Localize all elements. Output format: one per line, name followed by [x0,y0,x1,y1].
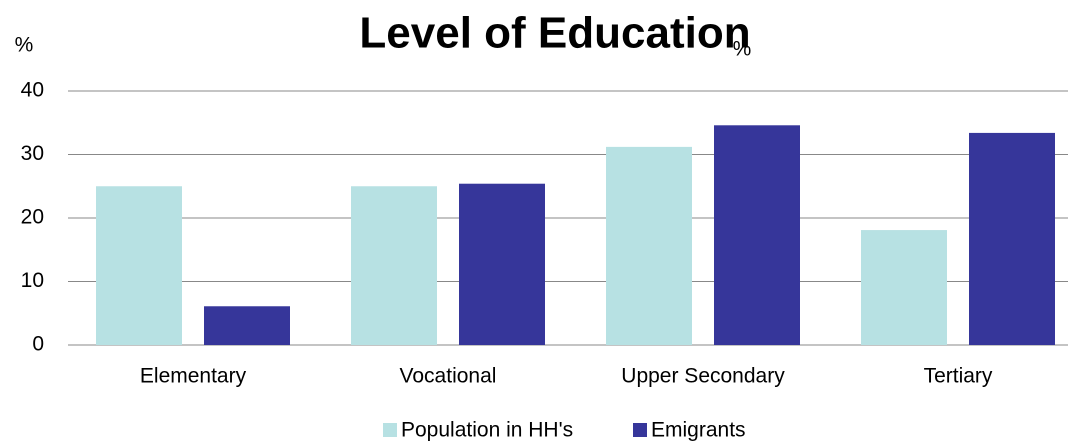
x-tick-label: Tertiary [924,365,993,388]
bar [969,132,1055,345]
bar [606,146,692,345]
legend-swatch [633,423,647,437]
x-tick-label: Vocational [400,365,497,388]
x-tick-label: Upper Secondary [621,365,785,388]
legend-label: Emigrants [651,419,746,442]
y-tick-label: 0 [32,333,44,356]
y-tick-label: 20 [21,206,44,229]
chart-title: Level of Education [359,9,750,58]
y-tick-label: 30 [21,142,44,165]
legend-label: Population in HH's [401,419,573,442]
bar [351,186,437,345]
legend-swatch [383,423,397,437]
y-tick-label: 10 [21,269,44,292]
y-tick-label: 40 [21,79,44,102]
x-tick-label: Elementary [140,365,247,388]
y-axis-label: % [15,34,34,57]
bar [459,183,545,345]
bar [96,186,182,345]
bar [861,230,947,345]
bar [204,306,290,345]
bar [714,125,800,345]
annotation: % [733,38,752,61]
